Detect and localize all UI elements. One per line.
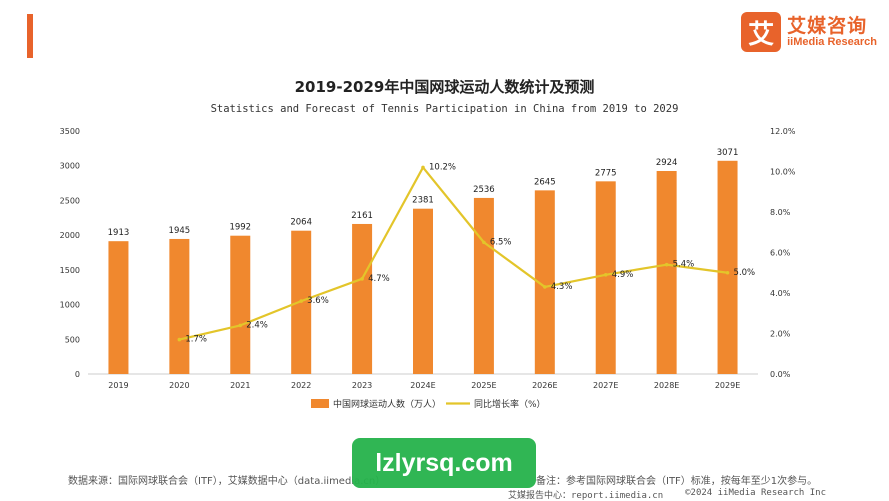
bar (413, 208, 433, 374)
bar-data-label: 1992 (229, 223, 251, 233)
y2-tick-label: 10.0% (770, 168, 796, 177)
chart-title: 2019-2029年中国网球运动人数统计及预测 (294, 78, 595, 96)
line-data-label: 4.7% (368, 274, 390, 284)
iimedia-logo: 艾 艾媒咨询 iiMedia Research (741, 12, 877, 52)
line-data-label: 4.3% (551, 282, 573, 292)
logo-text-en: iiMedia Research (787, 36, 877, 49)
y-tick-label: 2500 (60, 196, 80, 205)
y-tick-label: 3500 (60, 127, 80, 136)
bar-data-label: 1945 (169, 226, 191, 236)
footnote: 备注：参考国际网球联合会（ITF）标准，按每年至少1次参与。 (536, 476, 818, 487)
chart-subtitle: Statistics and Forecast of Tennis Partic… (210, 103, 679, 115)
line-data-label: 3.6% (307, 296, 329, 306)
growth-rate-point (177, 337, 182, 342)
bar (656, 170, 677, 374)
x-tick-label: 2027E (593, 381, 618, 390)
line-data-label: 1.7% (185, 335, 207, 345)
x-tick-label: 2024E (410, 381, 435, 390)
y-tick-label: 1000 (60, 301, 80, 310)
growth-rate-point (360, 277, 364, 281)
x-tick-label: 2020 (169, 381, 189, 390)
line-data-label: 2.4% (246, 320, 268, 330)
growth-rate-point (543, 285, 547, 289)
line-data-label: 5.0% (734, 268, 756, 278)
y2-tick-label: 0.0% (770, 370, 791, 379)
growth-rate-point (238, 323, 243, 328)
bar (108, 241, 129, 374)
growth-rate-line (179, 166, 728, 341)
legend-line-label: 同比增长率（%） (474, 398, 546, 410)
bar-data-label: 2775 (595, 168, 617, 178)
bar (473, 197, 494, 374)
y2-tick-label: 8.0% (770, 208, 791, 217)
growth-rate-point (421, 165, 425, 170)
copyright: ©2024 iiMedia Research Inc (685, 488, 827, 498)
report-site: 艾媒报告中心：report.iimedia.cn (508, 491, 664, 501)
bar-data-label: 3071 (717, 148, 739, 158)
x-tick-label: 2028E (654, 381, 679, 390)
legend-bar-swatch (311, 399, 329, 408)
bar (717, 160, 738, 374)
line-data-label: 4.9% (612, 270, 634, 280)
accent-bar (27, 14, 33, 58)
y-tick-label: 1500 (60, 266, 80, 275)
x-tick-label: 2021 (230, 381, 250, 390)
x-tick-label: 2019 (108, 381, 128, 390)
x-tick-label: 2026E (532, 381, 557, 390)
y2-tick-label: 2.0% (770, 330, 791, 339)
y2-tick-label: 6.0% (770, 249, 791, 258)
y-tick-label: 0 (75, 370, 80, 379)
growth-rate-point (482, 240, 486, 245)
y-tick-label: 3000 (60, 162, 80, 171)
x-tick-label: 2022 (291, 381, 311, 390)
growth-rate-point (603, 272, 608, 277)
y-tick-label: 500 (65, 335, 80, 344)
bar-data-label: 1913 (108, 228, 130, 238)
line-data-label: 5.4% (673, 260, 695, 270)
bar (230, 235, 251, 374)
legend-bar-label: 中国网球运动人数（万人） (333, 398, 441, 410)
logo-text-cn: 艾媒咨询 (787, 14, 868, 37)
data-source: 数据来源：国际网球联合会（ITF），艾媒数据中心（data.iimedia.cn… (68, 476, 386, 487)
bar-data-label: 2064 (290, 218, 312, 228)
watermark-badge: lzlyrsq.com (352, 438, 536, 488)
y2-tick-label: 12.0% (770, 127, 796, 136)
growth-rate-point (725, 270, 730, 275)
x-tick-label: 2029E (715, 381, 740, 390)
y2-tick-label: 4.0% (770, 289, 791, 298)
bar-data-label: 2536 (473, 185, 495, 195)
growth-rate-point (664, 262, 669, 267)
bar (595, 181, 616, 374)
line-data-label: 10.2% (429, 162, 456, 172)
bar (534, 190, 555, 374)
growth-rate-point (299, 299, 303, 303)
y-tick-label: 2000 (60, 231, 80, 240)
bar-data-label: 2645 (534, 177, 556, 187)
logo-mark: 艾 (741, 12, 782, 52)
x-tick-label: 2023 (352, 381, 372, 390)
bar-data-label: 2381 (412, 196, 434, 206)
bar (169, 238, 190, 374)
bar (352, 223, 373, 374)
x-tick-label: 2025E (471, 381, 496, 390)
bar-data-label: 2161 (351, 211, 373, 221)
bar-data-label: 2924 (656, 158, 678, 168)
line-data-label: 6.5% (490, 237, 512, 247)
chart: 0 500 1000 1500 2000 2500 3000 3500 0.0% 2.0% 4.0%… (60, 127, 796, 410)
